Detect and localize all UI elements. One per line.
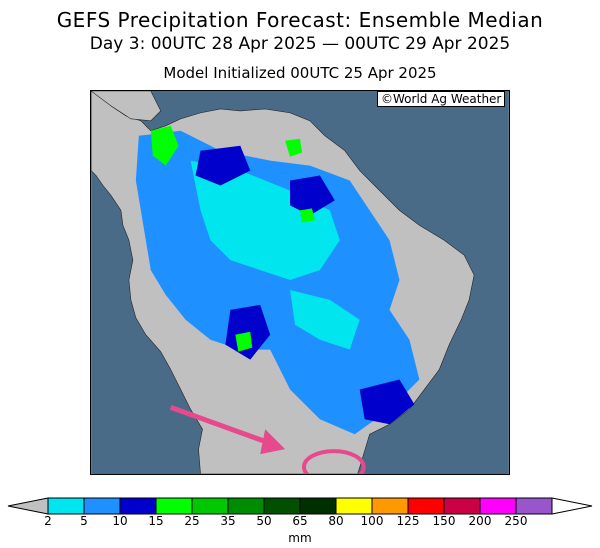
- colorbar-tick-label: 2: [44, 514, 52, 528]
- colorbar-tick-label: 80: [328, 514, 344, 528]
- colorbar-tick-label: 25: [184, 514, 200, 528]
- colorbar-cell: [299, 497, 337, 515]
- precipitation-map: [90, 90, 510, 475]
- colorbar-over-triangle: [551, 497, 593, 515]
- colorbar-cells: [7, 497, 593, 515]
- colorbar-tick-label: 100: [360, 514, 384, 528]
- colorbar-under-triangle: [7, 497, 49, 515]
- annotation-arrow: [169, 405, 286, 455]
- colorbar-tick-label: 50: [256, 514, 272, 528]
- colorbar-tick-label: 150: [432, 514, 456, 528]
- colorbar-cell: [47, 497, 85, 515]
- colorbar-tick-label: 35: [220, 514, 236, 528]
- colorbar-cell: [263, 497, 301, 515]
- colorbar-cell: [407, 497, 445, 515]
- colorbar-cell: [443, 497, 481, 515]
- colorbar-tick-label: 250: [504, 514, 528, 528]
- colorbar-tick-label: 200: [468, 514, 492, 528]
- colorbar-cell: [155, 497, 193, 515]
- colorbar-cell: [83, 497, 121, 515]
- colorbar-tick-label: 15: [148, 514, 164, 528]
- annotation-circle: [301, 449, 366, 474]
- map-subtitle: Day 3: 00UTC 28 Apr 2025 — 00UTC 29 Apr …: [89, 34, 511, 54]
- colorbar-tick-label: 125: [396, 514, 420, 528]
- colorbar-tick-label: 5: [80, 514, 88, 528]
- colorbar-cell: [515, 497, 553, 515]
- colorbar: [7, 497, 593, 515]
- land-central-america: [91, 91, 162, 122]
- precip-field: [135, 125, 420, 435]
- colorbar-cell: [371, 497, 409, 515]
- model-init-line: Model Initialized 00UTC 25 Apr 2025: [163, 64, 437, 82]
- colorbar-tick-label: 65: [292, 514, 308, 528]
- colorbar-cell: [335, 497, 373, 515]
- credit-label: ©World Ag Weather: [377, 91, 506, 107]
- colorbar-cell: [479, 497, 517, 515]
- colorbar-cell: [119, 497, 157, 515]
- colorbar-cell: [227, 497, 265, 515]
- colorbar-cell: [191, 497, 229, 515]
- map-title: GEFS Precipitation Forecast: Ensemble Me…: [56, 8, 544, 32]
- colorbar-tick-label: 10: [112, 514, 128, 528]
- colorbar-unit: mm: [288, 531, 312, 545]
